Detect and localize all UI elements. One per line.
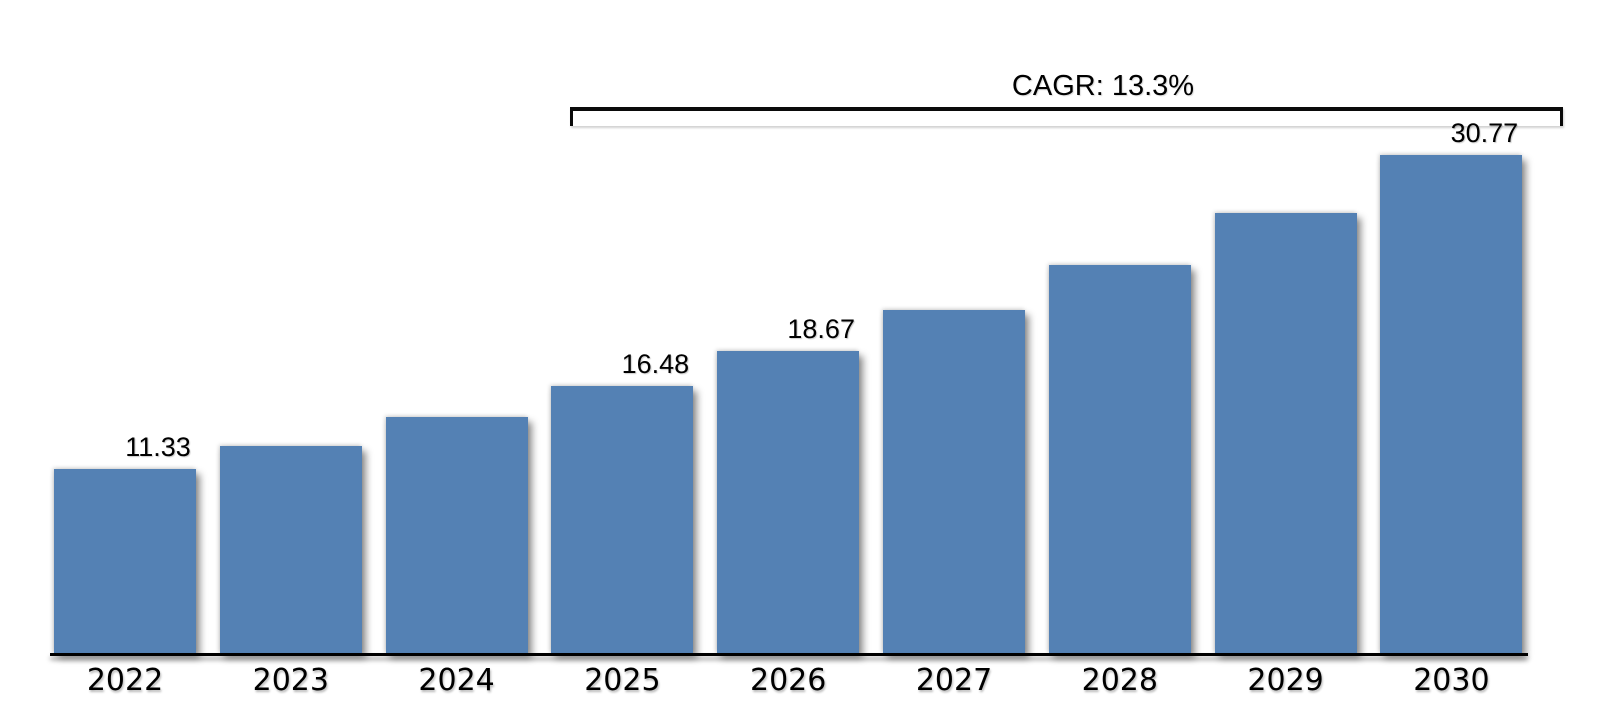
x-tick-label-2026: 2026	[750, 663, 827, 698]
bar-2024	[385, 417, 528, 653]
x-tick-label-2027: 2027	[915, 663, 993, 698]
x-tick-label-2023: 2023	[252, 663, 329, 698]
x-tick-label-2025: 2025	[584, 663, 661, 698]
bar-2030	[1380, 154, 1523, 653]
x-tick-label-2028: 2028	[1081, 663, 1158, 698]
value-label-2022: 11.33	[125, 432, 191, 463]
bar-2022	[54, 469, 196, 653]
cagr-annotation-label: CAGR: 13.3%	[1011, 70, 1195, 102]
value-label-2026: 18.67	[787, 313, 855, 344]
bar-2028	[1048, 264, 1191, 653]
x-tick-label-2022: 2022	[86, 663, 164, 698]
x-tick-label-2029: 2029	[1247, 663, 1324, 698]
x-tick-label-2024: 2024	[418, 663, 495, 698]
value-label-2030: 30.77	[1450, 117, 1519, 148]
bar-2023	[219, 446, 362, 653]
cagr-bracket	[570, 107, 1563, 126]
x-axis-line	[50, 653, 1528, 656]
bar-2029	[1214, 213, 1357, 653]
bar-2026	[717, 350, 860, 653]
bar-2027	[883, 310, 1025, 653]
bar-2025	[551, 386, 694, 653]
value-label-2025: 16.48	[621, 349, 690, 380]
x-tick-label-2030: 2030	[1413, 663, 1490, 698]
